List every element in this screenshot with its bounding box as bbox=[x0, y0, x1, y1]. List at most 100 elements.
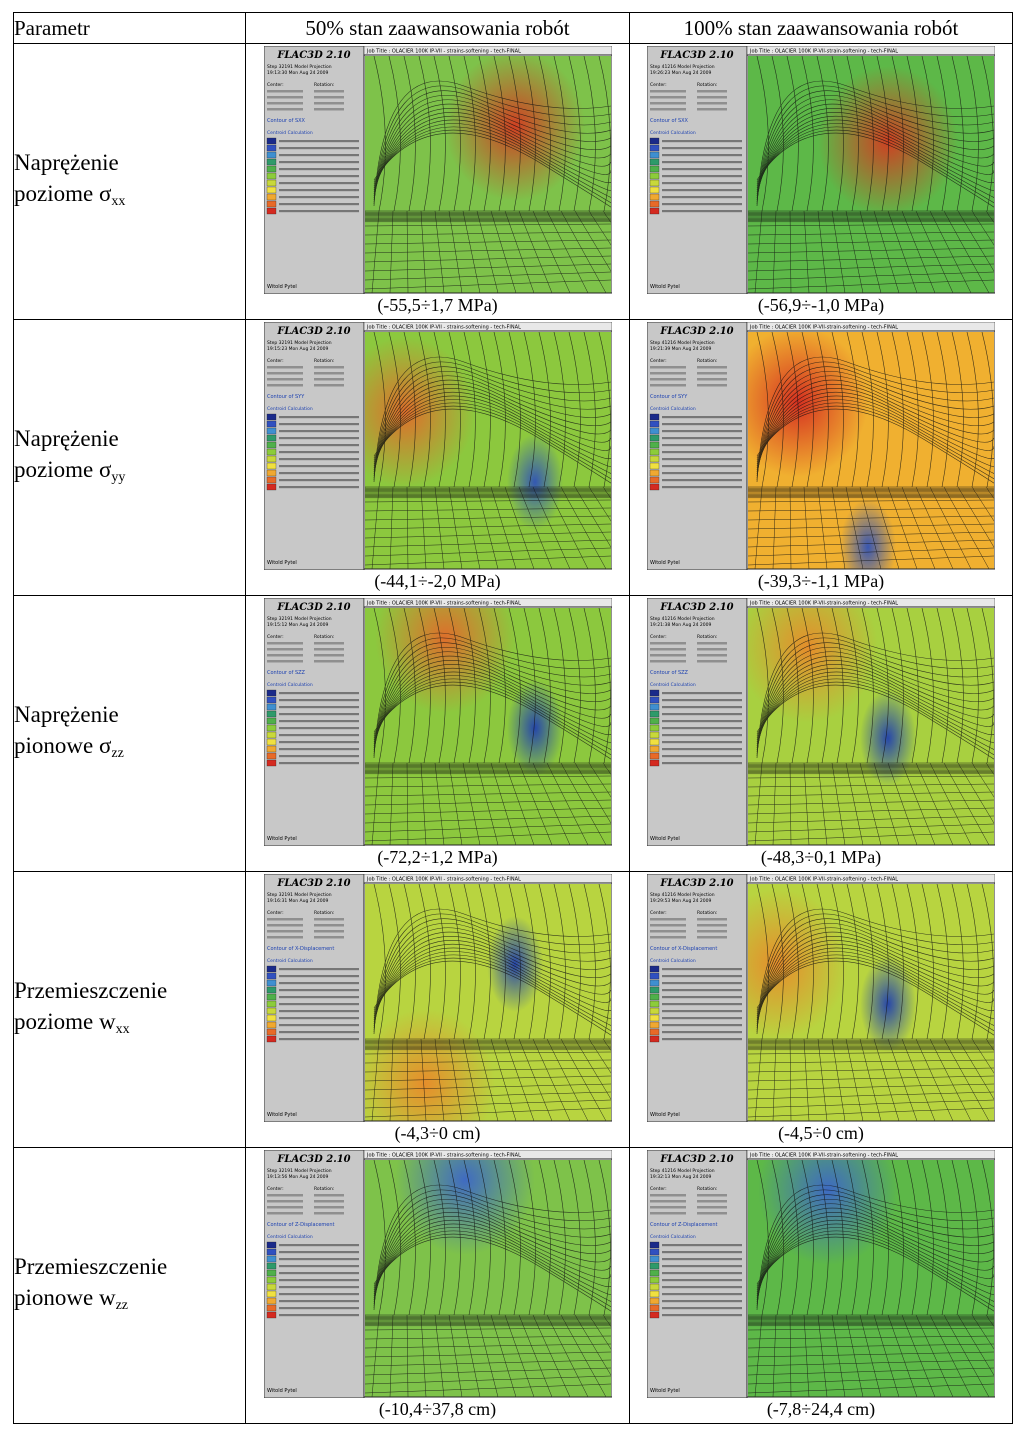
legend-swatch bbox=[266, 200, 276, 208]
legend-swatch bbox=[266, 151, 276, 159]
cell-100-percent: FLAC3D 2.10 Step 41216 Model Projection 19… bbox=[629, 43, 1013, 320]
legend-swatch bbox=[266, 993, 276, 1001]
centroid-label: Centroid Calculation bbox=[650, 1234, 696, 1240]
parameter-cell: Przemieszczenie poziome wxx bbox=[13, 871, 246, 1148]
legend-swatch bbox=[266, 186, 276, 194]
range-caption: (-48,3÷0,1 MPa) bbox=[760, 847, 882, 867]
legend-swatch bbox=[266, 144, 276, 152]
step-label: Step 41216 Model Projection bbox=[650, 616, 715, 622]
legend-swatch bbox=[649, 1021, 660, 1029]
legend-swatch bbox=[649, 1262, 660, 1270]
legend-swatch bbox=[649, 972, 660, 980]
legend-swatch bbox=[649, 1248, 660, 1256]
parameter-subscript: xx bbox=[111, 193, 126, 209]
date-label: 19:26:23 Mon Aug 24 2009 bbox=[650, 70, 712, 76]
legend-swatch bbox=[266, 972, 276, 980]
legend-swatch bbox=[649, 476, 660, 484]
legend-swatch bbox=[649, 965, 660, 973]
contour-label: Contour of SZZ bbox=[650, 670, 689, 676]
rotation-label: Rotation: bbox=[314, 1186, 334, 1192]
header-row: Parametr 50% stan zaawansowania robót 10… bbox=[13, 12, 1013, 44]
legend-swatch bbox=[649, 1283, 660, 1291]
legend-swatch bbox=[649, 993, 660, 1001]
range-caption: (-4,3÷0 cm) bbox=[394, 1123, 481, 1143]
contour-label: Contour of Z-Displacement bbox=[267, 1222, 335, 1228]
rotation-label: Rotation: bbox=[697, 1186, 717, 1192]
step-label: Step 41216 Model Projection bbox=[650, 1168, 715, 1174]
legend-swatch bbox=[649, 986, 660, 994]
centroid-label: Centroid Calculation bbox=[267, 958, 313, 964]
legend-swatch bbox=[649, 186, 660, 194]
center-label: Center: bbox=[267, 634, 284, 640]
author-label: Witold Pytel bbox=[267, 836, 297, 842]
legend-swatch bbox=[266, 703, 276, 711]
legend-swatch bbox=[649, 137, 660, 145]
contour-area bbox=[748, 332, 994, 569]
legend-swatch bbox=[649, 469, 660, 477]
job-title-label: Job Title : OLACIER 100K IP-VII - strain… bbox=[366, 1153, 521, 1159]
contour-area bbox=[748, 56, 994, 293]
legend-swatch bbox=[266, 1269, 276, 1277]
date-label: 19:21:39 Mon Aug 24 2009 bbox=[650, 346, 712, 352]
center-label: Center: bbox=[267, 910, 284, 916]
contour-label: Contour of SXX bbox=[267, 118, 306, 124]
job-title-label: Job Title : OLACIER 100K IP-VII-strain-s… bbox=[749, 49, 898, 55]
centroid-label: Centroid Calculation bbox=[650, 130, 696, 136]
legend-swatch bbox=[266, 1241, 276, 1249]
legend-swatch bbox=[649, 441, 660, 449]
legend-swatch bbox=[266, 455, 276, 463]
legend-swatch bbox=[649, 731, 660, 739]
legend-swatch bbox=[266, 158, 276, 166]
date-label: 19:13:30 Mon Aug 24 2009 bbox=[267, 70, 329, 76]
legend-swatch bbox=[266, 1304, 276, 1312]
parameter-line1: Przemieszczenie bbox=[14, 977, 168, 1003]
table-row: Naprężenie poziome σyy FLAC3D 2.10 Step 321… bbox=[13, 319, 1013, 596]
job-title-label: Job Title : OLACIER 100K IP-VII - strain… bbox=[366, 325, 521, 331]
legend-swatch bbox=[649, 696, 660, 704]
date-label: 19:32:13 Mon Aug 24 2009 bbox=[650, 1174, 712, 1180]
legend-swatch bbox=[649, 738, 660, 746]
legend-swatch bbox=[266, 759, 276, 767]
legend-swatch bbox=[266, 717, 276, 725]
table-row: Przemieszczenie pionowe wzz FLAC3D 2.10 Ste… bbox=[13, 1147, 1013, 1424]
legend-swatch bbox=[649, 689, 660, 697]
legend-swatch bbox=[649, 979, 660, 987]
legend-swatch bbox=[649, 448, 660, 456]
legend-swatch bbox=[649, 165, 660, 173]
job-title-label: Job Title : OLACIER 100K IP-VII - strain… bbox=[366, 49, 521, 55]
parameter-symbol: pionowe σ bbox=[14, 732, 112, 758]
parameter-cell: Naprężenie pionowe σzz bbox=[13, 595, 246, 872]
legend-swatch bbox=[649, 1014, 660, 1022]
legend-swatch bbox=[266, 434, 276, 442]
job-title-label: Job Title : OLACIER 100K IP-VII-strain-s… bbox=[749, 325, 898, 331]
date-label: 19:15:23 Mon Aug 24 2009 bbox=[267, 346, 329, 352]
legend-swatch bbox=[266, 1262, 276, 1270]
job-title-label: Job Title : OLACIER 100K IP-VII - strain… bbox=[366, 877, 521, 883]
legend-swatch bbox=[266, 462, 276, 470]
rotation-label: Rotation: bbox=[697, 82, 717, 88]
range-caption: (-44,1÷-2,0 MPa) bbox=[374, 571, 501, 591]
center-label: Center: bbox=[650, 910, 667, 916]
parameter-line2: poziome wxx bbox=[14, 1006, 245, 1045]
legend-swatch bbox=[649, 724, 660, 732]
results-table: Parametr 50% stan zaawansowania robót 10… bbox=[13, 12, 1013, 1424]
parameter-symbol: poziome σ bbox=[14, 456, 112, 482]
legend-swatch bbox=[649, 200, 660, 208]
legend-swatch bbox=[649, 427, 660, 435]
legend-swatch bbox=[266, 745, 276, 753]
date-label: 19:13:56 Mon Aug 24 2009 bbox=[267, 1174, 329, 1180]
legend-swatch bbox=[649, 483, 660, 491]
software-title: FLAC3D 2.10 bbox=[276, 1154, 350, 1165]
legend-swatch bbox=[266, 1014, 276, 1022]
software-title: FLAC3D 2.10 bbox=[276, 602, 350, 613]
job-title-label: Job Title : OLACIER 100K IP-VII-strain-s… bbox=[749, 877, 898, 883]
center-label: Center: bbox=[267, 358, 284, 364]
rotation-label: Rotation: bbox=[697, 358, 717, 364]
range-caption: (-7,8÷24,4 cm) bbox=[766, 1399, 876, 1419]
legend-swatch bbox=[266, 1283, 276, 1291]
legend-swatch bbox=[266, 165, 276, 173]
legend-swatch bbox=[266, 1028, 276, 1036]
legend-swatch bbox=[266, 469, 276, 477]
center-label: Center: bbox=[267, 82, 284, 88]
table-row: Naprężenie poziome σxx FLAC3D 2.10 Step 321… bbox=[13, 43, 1013, 320]
